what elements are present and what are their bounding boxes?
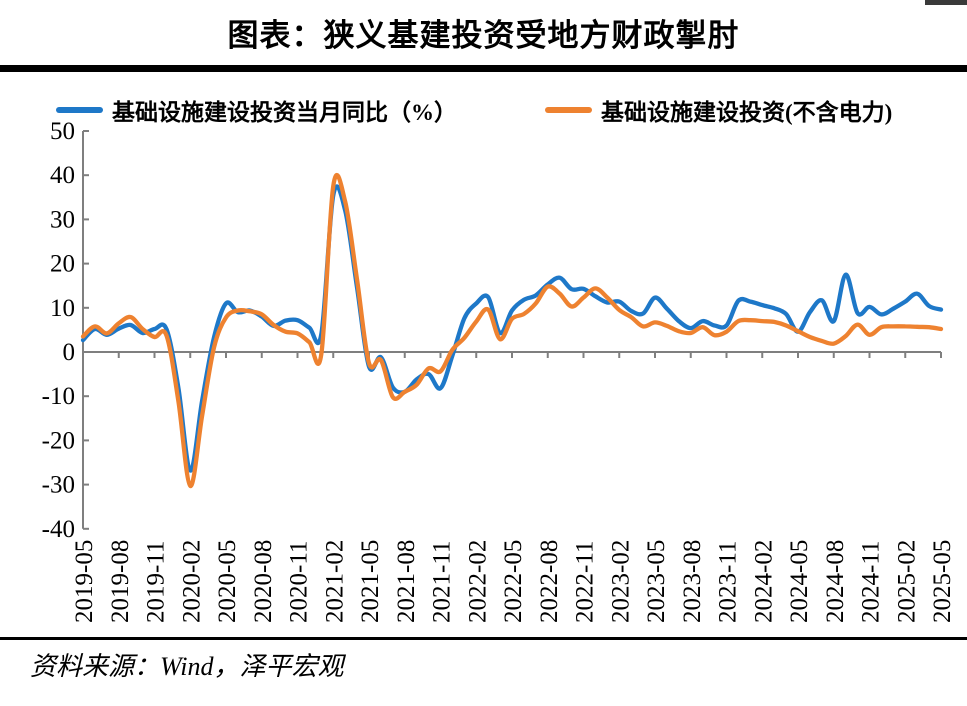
- chart-title: 图表：狭义基建投资受地方财政掣肘: [227, 18, 740, 53]
- y-axis-label: 0: [63, 339, 76, 366]
- x-axis-label: 2021-05: [357, 540, 384, 623]
- top-right-decoration: [925, 0, 967, 5]
- footer-divider: [0, 637, 967, 640]
- legend-swatch-blue: [56, 107, 103, 113]
- y-axis-label: 40: [50, 162, 75, 189]
- x-axis-label: 2024-08: [822, 540, 849, 623]
- source-note: 资料来源：Wind，泽平宏观: [30, 652, 344, 681]
- x-axis-label: 2024-05: [786, 540, 813, 623]
- x-axis-label: 2023-05: [643, 540, 670, 623]
- y-axis-label: -30: [42, 472, 75, 499]
- x-axis-label: 2019-05: [71, 540, 98, 623]
- legend-label: 基础设施建设投资(不含电力): [601, 100, 893, 125]
- x-axis-label: 2022-02: [464, 540, 491, 623]
- y-axis-label: -10: [42, 383, 75, 410]
- legend-item-ex-power: 基础设施建设投资(不含电力): [545, 96, 893, 125]
- y-axis-label: 50: [50, 118, 75, 145]
- x-axis-label: 2022-08: [536, 540, 563, 623]
- x-axis-label: 2024-02: [750, 540, 777, 623]
- x-axis-label: 2020-02: [178, 540, 205, 623]
- x-axis-label: 2021-08: [393, 540, 420, 623]
- legend-label: 基础设施建设投资当月同比（%）: [112, 100, 457, 125]
- y-axis-label: 10: [50, 295, 75, 322]
- x-axis-label: 2023-02: [607, 540, 634, 623]
- x-axis-label: 2021-02: [321, 540, 348, 623]
- legend-swatch-orange: [545, 107, 592, 113]
- x-axis-label: 2021-11: [429, 541, 456, 623]
- x-axis-label: 2024-11: [858, 541, 885, 623]
- series-line-ex-power: [80, 172, 944, 489]
- x-axis-label: 2019-08: [107, 540, 134, 623]
- x-axis-label: 2020-11: [286, 541, 313, 623]
- legend-item-monthly-yoy: 基础设施建设投资当月同比（%）: [56, 96, 457, 125]
- x-axis-label: 2020-05: [214, 540, 241, 623]
- y-axis-label: -40: [42, 516, 75, 543]
- x-axis-label: 2022-11: [572, 541, 599, 623]
- series-line-monthly-yoy: [80, 184, 944, 473]
- x-axis-label: 2025-02: [893, 540, 920, 623]
- x-axis-label: 2022-05: [500, 540, 527, 623]
- x-axis-label: 2025-05: [929, 540, 956, 623]
- x-axis-label: 2019-11: [143, 541, 170, 623]
- x-axis-label: 2020-08: [250, 540, 277, 623]
- y-axis-label: 20: [50, 251, 75, 278]
- x-axis-label: 2023-11: [715, 541, 742, 623]
- title-divider: [0, 65, 967, 72]
- x-axis-label: 2023-08: [679, 540, 706, 623]
- y-axis-label: 30: [50, 206, 75, 233]
- y-axis-label: -20: [42, 427, 75, 454]
